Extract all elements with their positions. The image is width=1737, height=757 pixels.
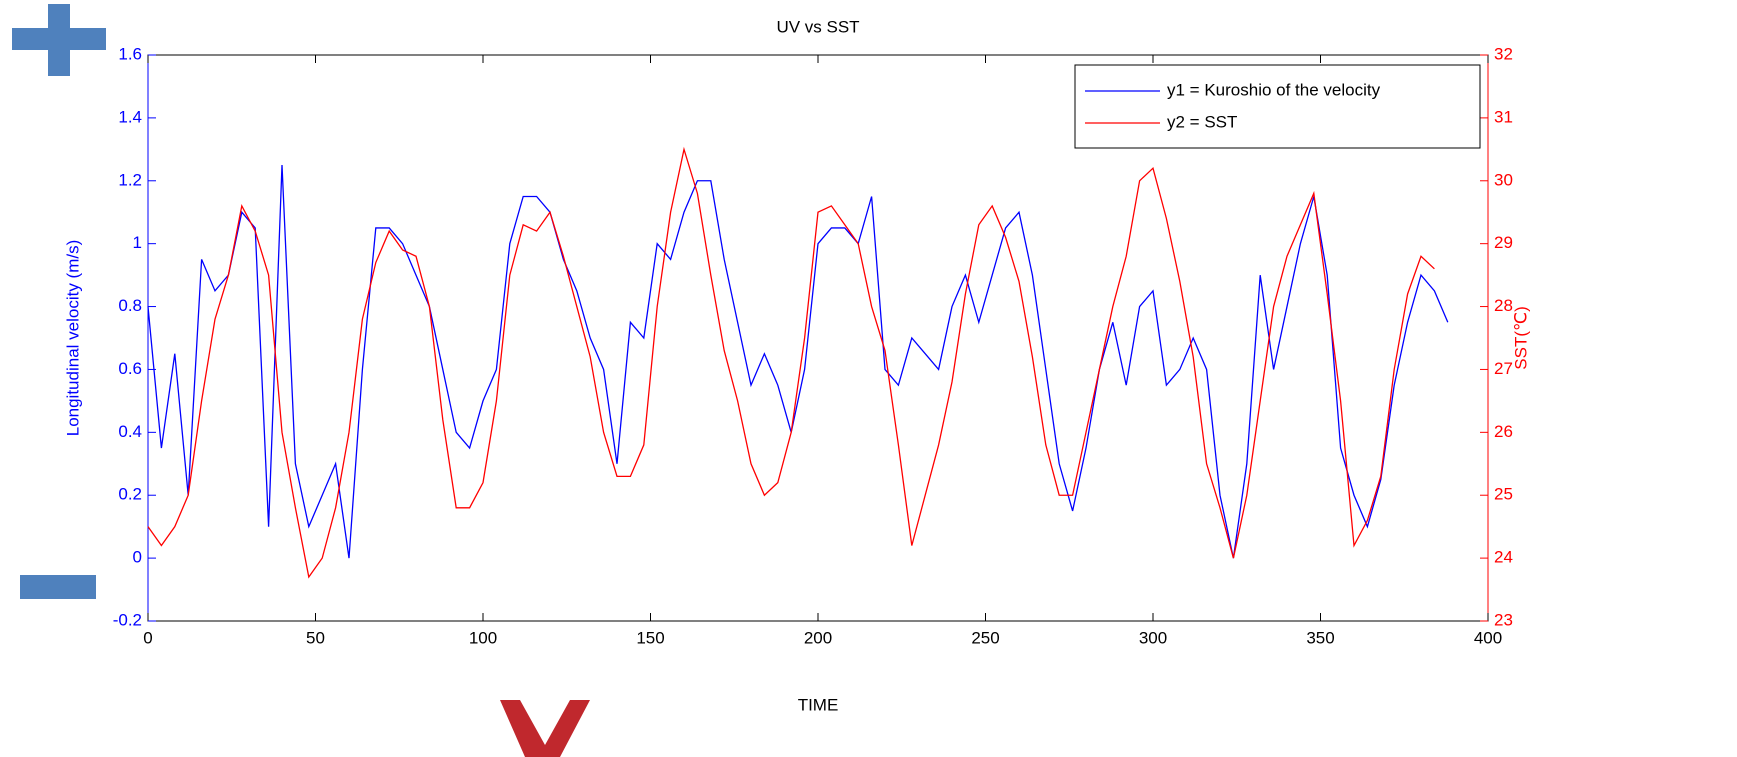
y-tick-label: 1 bbox=[133, 233, 142, 252]
y-tick-label: 0.8 bbox=[118, 296, 142, 315]
y2-tick-label: 25 bbox=[1494, 485, 1513, 504]
legend-label: y2 = SST bbox=[1167, 112, 1237, 131]
y2-tick-label: 24 bbox=[1494, 548, 1513, 567]
y2-tick-label: 23 bbox=[1494, 610, 1513, 629]
x-axis-label: TIME bbox=[798, 695, 839, 714]
y-tick-label: -0.2 bbox=[113, 610, 142, 629]
x-tick-label: 250 bbox=[971, 628, 999, 647]
y-tick-label: 1.4 bbox=[118, 107, 142, 126]
data-line bbox=[147, 165, 1449, 559]
plus-icon bbox=[48, 4, 70, 76]
y2-tick-label: 27 bbox=[1494, 359, 1513, 378]
y2-tick-label: 32 bbox=[1494, 44, 1513, 63]
x-tick-label: 350 bbox=[1306, 628, 1334, 647]
x-tick-label: 400 bbox=[1474, 628, 1502, 647]
y2-tick-label: 28 bbox=[1494, 296, 1513, 315]
legend-label: y1 = Kuroshio of the velocity bbox=[1167, 80, 1381, 99]
y2-tick-label: 31 bbox=[1494, 107, 1513, 126]
x-tick-label: 50 bbox=[306, 628, 325, 647]
x-tick-label: 200 bbox=[804, 628, 832, 647]
legend-box bbox=[1074, 64, 1481, 149]
y2-axis-label: SST(℃) bbox=[1511, 306, 1530, 369]
y-tick-label: 0.2 bbox=[118, 485, 142, 504]
y-axis-label: Longitudinal velocity (m/s) bbox=[63, 240, 82, 437]
y-tick-label: 0.6 bbox=[118, 359, 142, 378]
chart-title: UV vs SST bbox=[776, 17, 859, 36]
x-tick-label: 150 bbox=[636, 628, 664, 647]
x-tick-label: 300 bbox=[1139, 628, 1167, 647]
x-tick-label: 0 bbox=[143, 628, 152, 647]
y-tick-label: 0.4 bbox=[118, 422, 142, 441]
minus-icon bbox=[20, 575, 96, 599]
y-tick-label: 1.2 bbox=[118, 170, 142, 189]
data-line bbox=[147, 146, 1435, 579]
y2-tick-label: 29 bbox=[1494, 233, 1513, 252]
y2-tick-label: 30 bbox=[1494, 170, 1513, 189]
x-tick-label: 100 bbox=[469, 628, 497, 647]
y2-tick-label: 26 bbox=[1494, 422, 1513, 441]
v-icon bbox=[500, 700, 590, 757]
y-tick-label: 0 bbox=[133, 548, 142, 567]
y-tick-label: 1.6 bbox=[118, 44, 142, 63]
